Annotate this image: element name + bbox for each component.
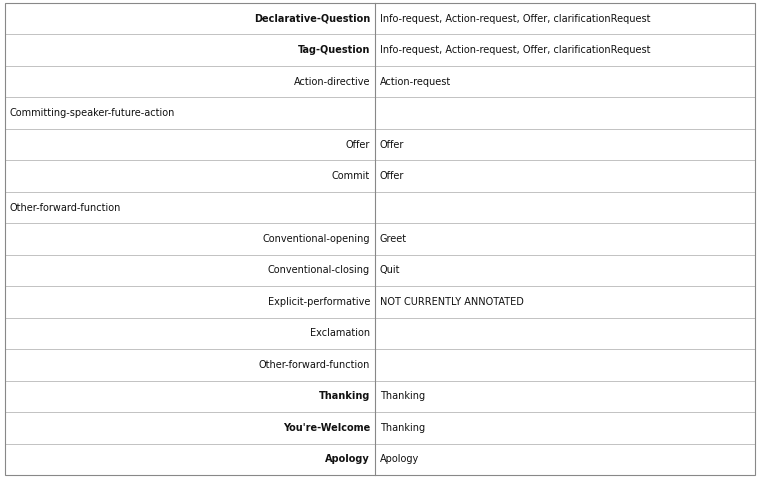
Text: NOT CURRENTLY ANNOTATED: NOT CURRENTLY ANNOTATED [380, 297, 524, 307]
Text: Greet: Greet [380, 234, 407, 244]
Text: Conventional-opening: Conventional-opening [262, 234, 370, 244]
Text: Tag-Question: Tag-Question [298, 45, 370, 55]
Text: Committing-speaker-future-action: Committing-speaker-future-action [10, 108, 176, 118]
Text: Declarative-Question: Declarative-Question [254, 14, 370, 24]
Text: You're-Welcome: You're-Welcome [283, 423, 370, 433]
Text: Action-directive: Action-directive [293, 76, 370, 87]
Text: Offer: Offer [380, 171, 404, 181]
Text: Exclamation: Exclamation [310, 328, 370, 338]
Text: Offer: Offer [346, 140, 370, 150]
Text: Info-request, Action-request, Offer, clarificationRequest: Info-request, Action-request, Offer, cla… [380, 45, 651, 55]
Text: Action-request: Action-request [380, 76, 451, 87]
Text: Explicit-performative: Explicit-performative [268, 297, 370, 307]
Text: Other-forward-function: Other-forward-function [258, 360, 370, 370]
Text: Thanking: Thanking [380, 423, 425, 433]
Text: Offer: Offer [380, 140, 404, 150]
Text: Other-forward-function: Other-forward-function [10, 203, 122, 213]
Text: Quit: Quit [380, 265, 401, 275]
Text: Commit: Commit [332, 171, 370, 181]
Text: Conventional-closing: Conventional-closing [268, 265, 370, 275]
Text: Apology: Apology [325, 454, 370, 464]
Text: Info-request, Action-request, Offer, clarificationRequest: Info-request, Action-request, Offer, cla… [380, 14, 651, 24]
Text: Apology: Apology [380, 454, 420, 464]
Text: Thanking: Thanking [380, 391, 425, 402]
Text: Thanking: Thanking [318, 391, 370, 402]
